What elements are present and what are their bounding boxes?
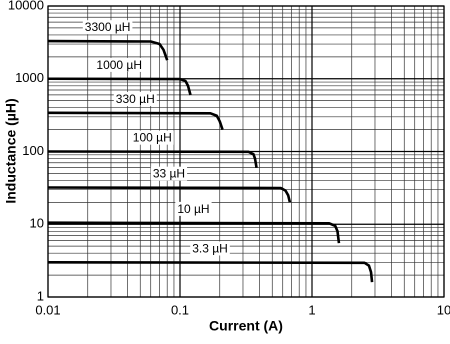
y-axis-title: Inductance (µH) <box>3 98 19 203</box>
series-label: 3.3 µH <box>192 241 228 255</box>
x-tick-label: 1 <box>308 302 315 317</box>
series-label: 3300 µH <box>85 20 131 34</box>
series-label-bg <box>150 166 188 181</box>
x-tick-label: 10 <box>437 302 450 317</box>
y-tick-label: 100 <box>22 143 44 158</box>
series-label-bg <box>94 57 145 72</box>
y-tick-label: 1000 <box>15 70 44 85</box>
series-label-bg <box>82 20 133 35</box>
series-label: 10 µH <box>177 202 209 216</box>
x-tick-label: 0.01 <box>35 302 60 317</box>
series-line <box>47 186 292 203</box>
series-label-bg <box>175 201 212 216</box>
x-axis-title: Current (A) <box>209 318 283 334</box>
series-line <box>47 260 374 283</box>
y-tick-label: 10000 <box>8 0 44 12</box>
series-label: 100 µH <box>133 131 172 145</box>
series-label-bg <box>113 92 157 107</box>
series-line <box>47 221 341 244</box>
x-tick-label: 0.1 <box>171 302 189 317</box>
y-tick-label: 1 <box>37 288 44 303</box>
series-line <box>47 77 192 96</box>
series-line <box>47 111 224 131</box>
y-tick-label: 10 <box>30 216 44 231</box>
series-line <box>47 39 169 61</box>
series-label: 330 µH <box>116 92 155 106</box>
series-label-bg <box>190 241 230 256</box>
series-label: 1000 µH <box>96 58 142 72</box>
series-label: 33 µH <box>153 167 185 181</box>
series-label-bg <box>130 130 174 145</box>
series-line <box>47 150 258 168</box>
